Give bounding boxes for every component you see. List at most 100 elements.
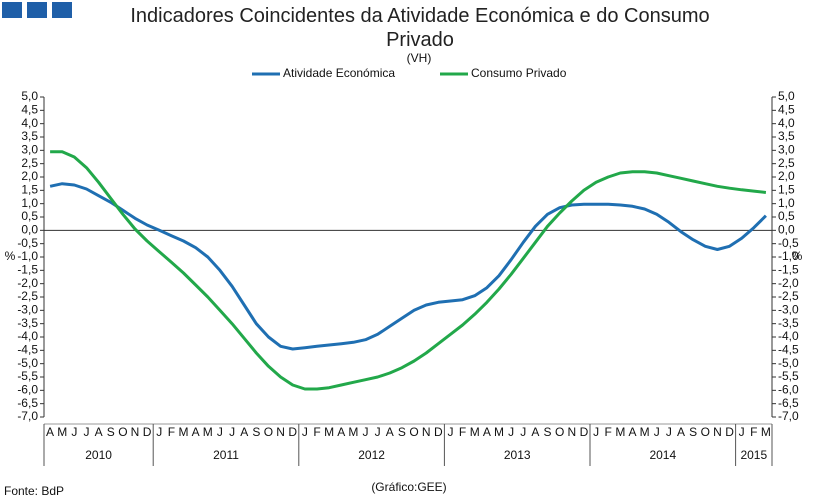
x-tick-label: M (348, 425, 358, 439)
x-tick-label: A (531, 425, 539, 439)
y-tick-label: 3,5 (21, 129, 38, 143)
x-tick-label: M (615, 425, 625, 439)
x-tick-label: J (363, 425, 369, 439)
y2-tick-label: 2,5 (778, 156, 795, 170)
year-label: 2010 (85, 448, 112, 462)
x-tick-label: J (666, 425, 672, 439)
x-tick-label: J (71, 425, 77, 439)
credit: (Gráfico:GEE) (371, 480, 446, 494)
x-tick-label: J (739, 425, 745, 439)
year-label: 2015 (740, 448, 767, 462)
y2-tick-label: 5,0 (778, 89, 795, 103)
legend-label: Atividade Económica (283, 66, 395, 80)
y-tick-label: 4,0 (21, 116, 38, 130)
y-tick-label: -6,5 (17, 396, 38, 410)
x-tick-label: D (143, 425, 152, 439)
x-tick-label: J (83, 425, 89, 439)
x-tick-label: M (179, 425, 189, 439)
x-tick-label: S (398, 425, 406, 439)
x-tick-label: S (544, 425, 552, 439)
y2-tick-label: -7,0 (778, 409, 799, 423)
y2-tick-label: -5,0 (778, 356, 799, 370)
y-tick-label: -2,0 (17, 276, 38, 290)
y-tick-label: 2,0 (21, 169, 38, 183)
x-tick-label: S (252, 425, 260, 439)
y-tick-label: 0,0 (21, 223, 38, 237)
y-tick-label: -1,5 (17, 263, 38, 277)
y2-tick-label: -2,5 (778, 289, 799, 303)
x-tick-label: M (324, 425, 334, 439)
source: Fonte: BdP (4, 484, 64, 498)
x-tick-label: J (302, 425, 308, 439)
year-label: 2011 (213, 448, 239, 462)
y-tick-label: -5,0 (17, 356, 38, 370)
x-tick-label: O (701, 425, 710, 439)
y2-tick-label: -3,5 (778, 316, 799, 330)
x-tick-label: J (447, 425, 453, 439)
year-label: 2012 (358, 448, 385, 462)
x-tick-label: N (422, 425, 431, 439)
x-tick-label: A (337, 425, 345, 439)
x-tick-label: J (508, 425, 514, 439)
x-tick-label: F (750, 425, 757, 439)
y2-tick-label: -1,5 (778, 263, 799, 277)
x-tick-label: J (156, 425, 162, 439)
logo-block (52, 2, 72, 18)
x-tick-label: D (580, 425, 589, 439)
series-line (50, 150, 767, 391)
x-tick-label: J (375, 425, 381, 439)
logo-block (2, 2, 22, 18)
y2-axis-label: % (792, 249, 803, 263)
y-axis-label: % (5, 249, 16, 263)
y-tick-label: 4,5 (21, 103, 38, 117)
y-tick-label: -5,5 (17, 369, 38, 383)
y-tick-label: -3,5 (17, 316, 38, 330)
y2-tick-label: 4,0 (778, 116, 795, 130)
logo-block (27, 2, 47, 18)
x-tick-label: A (95, 425, 103, 439)
x-tick-label: N (567, 425, 576, 439)
x-tick-label: O (555, 425, 564, 439)
y-tick-label: -7,0 (17, 409, 38, 423)
x-tick-label: S (689, 425, 697, 439)
y2-tick-label: -1,0 (778, 249, 799, 263)
x-tick-label: O (264, 425, 273, 439)
y-tick-label: 5,0 (21, 89, 38, 103)
y2-tick-label: -5,5 (778, 369, 799, 383)
x-tick-label: M (761, 425, 771, 439)
y2-tick-label: -2,0 (778, 276, 799, 290)
y-tick-label: -4,5 (17, 343, 38, 357)
y-tick-label: -2,5 (17, 289, 38, 303)
x-tick-label: O (409, 425, 418, 439)
chart-title: Indicadores Coincidentes da Atividade Ec… (130, 5, 710, 51)
x-tick-label: A (628, 425, 636, 439)
y2-tick-label: -4,5 (778, 343, 799, 357)
x-tick-label: A (677, 425, 685, 439)
y2-tick-label: -6,5 (778, 396, 799, 410)
x-tick-label: F (459, 425, 466, 439)
y2-tick-label: -3,0 (778, 303, 799, 317)
x-tick-label: D (434, 425, 443, 439)
x-tick-label: F (168, 425, 175, 439)
y-tick-label: -1,0 (17, 249, 38, 263)
y2-tick-label: 0,0 (778, 223, 795, 237)
x-tick-label: M (203, 425, 213, 439)
x-tick-label: F (605, 425, 612, 439)
y2-tick-label: 3,0 (778, 143, 795, 157)
x-tick-label: S (107, 425, 115, 439)
x-tick-label: D (288, 425, 297, 439)
x-tick-label: J (229, 425, 235, 439)
y2-tick-label: 2,0 (778, 169, 795, 183)
series-line (49, 182, 767, 351)
subtitle: (VH) (407, 51, 432, 65)
y2-tick-label: 1,5 (778, 183, 795, 197)
y-tick-label: 3,0 (21, 143, 38, 157)
x-tick-label: J (217, 425, 223, 439)
y2-tick-label: 1,0 (778, 196, 795, 210)
x-tick-label: M (640, 425, 650, 439)
y2-tick-label: 0,5 (778, 209, 795, 223)
x-tick-label: A (240, 425, 248, 439)
y-tick-label: -0,5 (17, 236, 38, 250)
